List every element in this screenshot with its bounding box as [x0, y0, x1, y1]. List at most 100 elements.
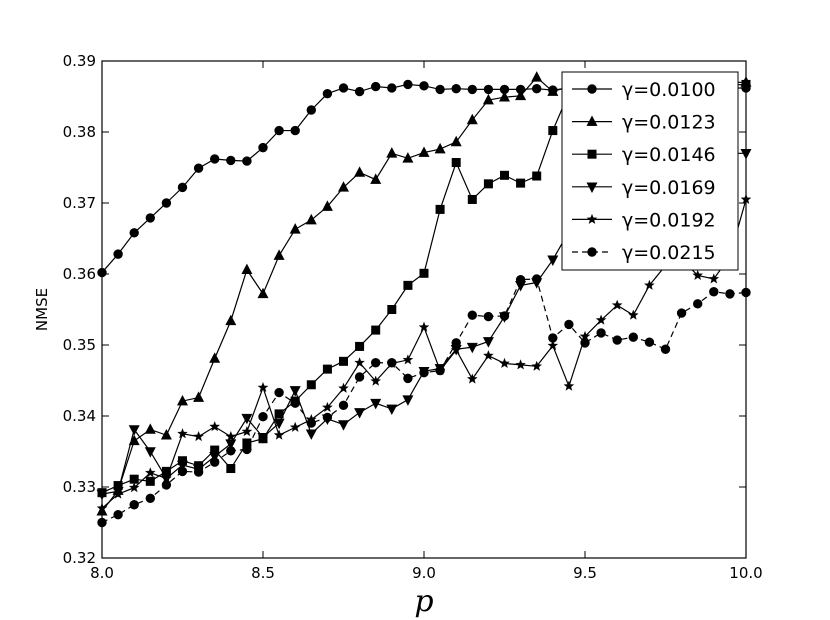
data-point: [467, 194, 477, 204]
data-point: [322, 401, 333, 413]
data-point: [354, 86, 365, 97]
y-tick-label: 0.33: [63, 478, 96, 496]
data-point: [257, 381, 269, 393]
legend-marker: [586, 115, 598, 126]
legend-entry: γ=0.0100: [572, 79, 716, 101]
data-point: [193, 391, 205, 402]
data-point: [725, 289, 735, 299]
data-point: [450, 135, 462, 147]
legend-marker: [586, 182, 598, 193]
data-point: [564, 319, 574, 330]
data-point: [274, 125, 284, 136]
data-point: [692, 299, 703, 309]
data-point: [209, 452, 221, 463]
data-point: [516, 178, 526, 188]
x-tick-label: 9.0: [412, 564, 436, 582]
data-point: [611, 299, 623, 310]
x-tick-label: 8.0: [90, 564, 114, 582]
data-point: [483, 179, 493, 189]
data-point: [193, 467, 204, 477]
data-point: [113, 509, 123, 520]
data-point: [241, 413, 253, 425]
y-tick-label: 0.38: [63, 123, 96, 141]
data-point: [210, 457, 220, 467]
data-point: [226, 464, 236, 474]
data-point: [371, 81, 381, 92]
data-point: [499, 170, 509, 180]
data-point: [644, 279, 655, 290]
data-point: [145, 476, 155, 486]
data-point: [273, 418, 285, 430]
data-point: [451, 158, 461, 168]
data-point: [548, 333, 558, 343]
legend-marker: [587, 149, 597, 159]
data-point: [225, 439, 237, 450]
legend-marker: [587, 247, 597, 257]
data-point: [145, 493, 156, 504]
data-point: [676, 308, 687, 318]
data-point: [338, 83, 349, 93]
data-point: [128, 482, 140, 493]
data-point: [225, 314, 237, 326]
data-point: [225, 430, 237, 442]
data-point: [515, 359, 526, 370]
y-tick-label: 0.32: [63, 549, 96, 567]
data-point: [435, 204, 445, 214]
data-point: [306, 418, 316, 428]
data-point: [595, 314, 607, 325]
data-point: [628, 332, 638, 342]
data-point: [467, 310, 477, 320]
legend-box: [561, 71, 739, 271]
legend-entry: γ=0.0123: [572, 112, 716, 134]
data-point: [435, 84, 445, 95]
data-point: [419, 367, 429, 378]
data-point: [322, 412, 333, 423]
data-point: [322, 364, 332, 374]
data-point: [371, 358, 381, 368]
data-point: [338, 356, 348, 366]
data-point: [209, 352, 221, 363]
data-point: [144, 423, 156, 434]
data-point: [306, 105, 316, 115]
data-point: [402, 152, 414, 163]
data-point: [177, 394, 188, 406]
data-point: [338, 420, 349, 431]
data-point: [692, 269, 704, 280]
legend: γ=0.0100 γ=0.0123 γ=0.0146 γ=0.0169 γ=0.0192…: [561, 71, 739, 271]
data-point: [226, 155, 236, 166]
legend-label: γ=0.0192: [622, 209, 716, 231]
data-point: [258, 142, 268, 153]
data-point: [144, 467, 156, 478]
data-point: [209, 421, 221, 432]
data-point: [177, 428, 188, 439]
x-tick-label: 9.5: [573, 564, 597, 582]
data-point: [290, 398, 300, 408]
data-point: [289, 421, 301, 432]
data-point: [305, 213, 317, 225]
data-point: [547, 340, 559, 351]
data-point: [354, 166, 366, 177]
data-point: [258, 412, 268, 422]
data-point: [467, 84, 477, 95]
data-point: [370, 375, 382, 386]
data-point: [338, 382, 349, 393]
data-point: [402, 354, 414, 365]
data-point: [451, 83, 461, 94]
data-point: [515, 274, 526, 285]
data-point: [612, 335, 622, 345]
data-point: [403, 280, 413, 290]
data-point: [193, 163, 204, 173]
data-point: [466, 113, 478, 125]
data-point: [386, 404, 398, 416]
data-point: [257, 287, 269, 299]
data-point: [145, 213, 156, 223]
data-point: [627, 309, 639, 320]
data-point: [483, 311, 494, 322]
data-point: [596, 328, 606, 338]
y-axis-label: NMSE: [33, 288, 51, 331]
data-point: [531, 274, 542, 284]
data-point: [321, 200, 333, 211]
data-point: [403, 373, 413, 384]
data-point: [144, 447, 156, 458]
legend-label: γ=0.0146: [622, 144, 716, 166]
